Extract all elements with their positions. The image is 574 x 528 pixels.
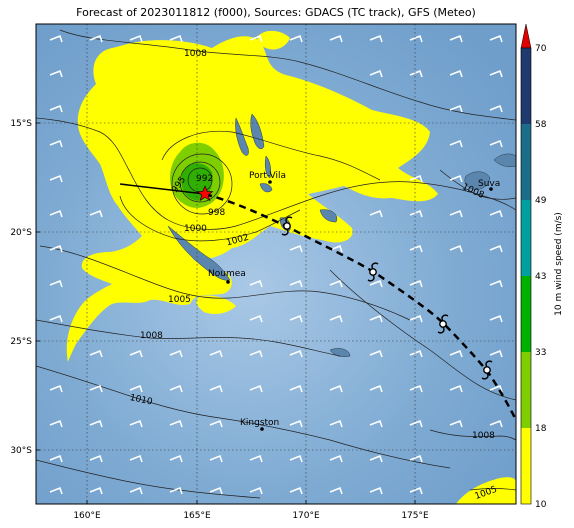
contour-label-1008-left: 1008 (140, 331, 163, 341)
colorbar-tick: 10 (535, 500, 547, 510)
place-suva: Suva (478, 179, 500, 189)
plot-frame (35, 23, 517, 505)
lon-label: 165°E (183, 511, 211, 521)
colorbar-bin-49-58 (521, 124, 531, 200)
axis-ticks (36, 122, 416, 504)
contour-label-992: 992 (196, 174, 213, 184)
colorbar-bin-58-70 (521, 48, 531, 124)
lat-label: 15°S (10, 119, 32, 129)
map-title: Forecast of 2023011812 (f000), Sources: … (76, 6, 476, 19)
lon-label: 160°E (73, 511, 101, 521)
latitude-labels: 15°S 20°S 25°S 30°S (10, 119, 32, 456)
contour-label-1005: 1005 (168, 295, 191, 305)
place-noumea: Noumea (208, 269, 246, 279)
wind-barbs (49, 35, 503, 495)
colorbar-tick: 18 (535, 424, 547, 434)
colorbar-frame (520, 47, 532, 505)
colorbar-extend-arrow (520, 23, 532, 49)
contour-label-1010: 1010 (129, 393, 154, 408)
colorbar-tick: 43 (535, 272, 546, 282)
storm-star-icon (196, 185, 214, 202)
storm-radius-line (119, 183, 206, 195)
place-labels: Port-Vila Noumea Suva Kingston (208, 171, 500, 428)
colorbar-tick: 70 (535, 44, 547, 54)
colorbar-bin-18-33 (521, 352, 531, 428)
colorbar-bin-10-18 (521, 428, 531, 504)
lat-label: 20°S (10, 228, 32, 238)
isobar-contours (36, 29, 516, 499)
lat-label: 25°S (10, 337, 32, 347)
place-port-vila: Port-Vila (249, 171, 286, 181)
colorbar-tick: 33 (535, 348, 546, 358)
colorbar-bin-43-49 (521, 200, 531, 276)
tropical-cyclone-icon (281, 216, 493, 380)
place-kingston: Kingston (240, 418, 279, 428)
longitude-labels: 160°E 165°E 170°E 175°E (73, 511, 429, 521)
colorbar: 10 18 33 43 49 58 70 10 m wind speed (m/… (520, 23, 564, 510)
colorbar-bin-33-43 (521, 276, 531, 352)
gale-wind-area (66, 30, 516, 504)
contour-label-1008-right: 1008 (472, 431, 495, 441)
lon-label: 170°E (292, 511, 320, 521)
lon-label: 175°E (401, 511, 429, 521)
contour-label-998: 998 (208, 208, 225, 218)
lat-label: 30°S (10, 446, 32, 456)
contour-label-1000: 1000 (184, 224, 207, 234)
city-markers (226, 180, 493, 431)
colorbar-label: 10 m wind speed (m/s) (554, 212, 564, 316)
contour-label-1008: 1008 (184, 49, 207, 59)
colorbar-tick: 49 (535, 196, 547, 206)
map-gridlines (36, 24, 516, 504)
colorbar-tick: 58 (535, 120, 547, 130)
